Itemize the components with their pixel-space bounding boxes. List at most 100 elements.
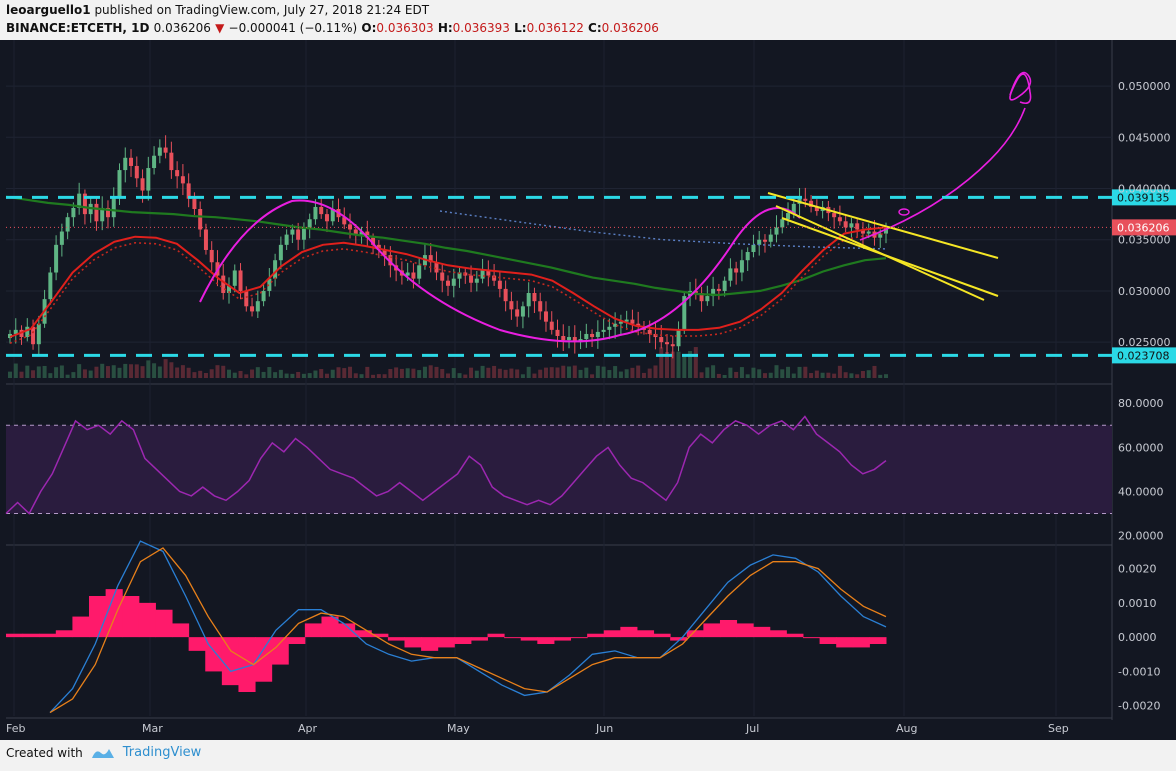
candle-body (705, 296, 710, 302)
candle-body (757, 239, 762, 245)
candle-body (693, 290, 698, 293)
candle-body (77, 193, 82, 208)
sma-line (5, 195, 887, 297)
candle-body (469, 275, 474, 283)
volume-bar (417, 370, 422, 378)
volume-bar (388, 369, 393, 378)
volume-bar (330, 369, 335, 378)
rsi-line (5, 415, 887, 515)
macd-histogram-bar (603, 630, 621, 638)
macd-histogram-bar (371, 633, 389, 638)
candle-body (860, 229, 865, 234)
volume-bar (273, 372, 278, 378)
macd-histogram-bar (753, 626, 771, 638)
last-price-label: 0.036206 (1117, 221, 1170, 234)
volume-bar (405, 368, 410, 378)
volume-bar (198, 370, 203, 378)
volume-bar (169, 362, 174, 378)
candle-body (353, 229, 358, 235)
candle-body (94, 203, 99, 222)
price-pane[interactable] (5, 71, 1112, 379)
macd-tick-label: 0.0000 (1118, 631, 1157, 644)
macd-histogram-bar (221, 637, 239, 686)
candle-body (809, 200, 814, 207)
candle-body (365, 231, 370, 238)
volume-bar (497, 368, 502, 378)
time-axis[interactable]: Feb Mar Apr May Jun Jul Aug Sep (6, 722, 1069, 735)
high-value: 0.036393 (452, 21, 510, 35)
candle-body (618, 321, 623, 324)
rsi-pane[interactable] (5, 415, 1112, 515)
candle-body (446, 280, 450, 286)
candle-body (474, 278, 479, 283)
macd-histogram-bar (122, 596, 140, 638)
volume-bar (728, 367, 733, 378)
level-price-tag (1112, 189, 1176, 206)
candle-body (676, 329, 681, 347)
candle-body (117, 170, 122, 197)
volume-bar (826, 372, 831, 378)
volume-bar (319, 369, 324, 378)
macd-histogram-bar (786, 633, 804, 638)
candle-body (59, 231, 64, 245)
volume-bar (820, 372, 825, 378)
candle-body (762, 239, 767, 242)
candle-body (284, 234, 289, 245)
candle-body (111, 196, 116, 218)
candle-body (791, 203, 796, 214)
macd-tick-label: 0.0010 (1118, 597, 1157, 610)
volume-bar (774, 365, 779, 378)
macd-histogram-bar (686, 630, 704, 638)
volume-bar (543, 367, 548, 378)
candle-body (221, 275, 226, 293)
chart-canvas[interactable]: 0.039135 0.023708 0.036206 0.050000 0.045000… (0, 40, 1176, 740)
macd-histogram-bar (437, 637, 455, 648)
macd-histogram-bar (769, 630, 787, 638)
candle-body (175, 170, 180, 177)
candle-body (509, 301, 514, 310)
candle-body (601, 329, 606, 332)
volume-bar (509, 368, 514, 378)
candle-body (503, 288, 508, 302)
ohlc-line: BINANCE:ETCETH, 1D 0.036206 ▼ −0.000041 … (6, 21, 659, 35)
volume-bar (94, 366, 99, 378)
candle-body (837, 217, 842, 222)
volume-bar (503, 369, 508, 378)
volume-bar (428, 365, 433, 378)
candle-body (584, 333, 589, 340)
volume-bar (376, 374, 381, 378)
volume-bar (705, 367, 710, 378)
author-link[interactable]: leoarguello1 (6, 3, 91, 17)
candle-body (31, 326, 36, 345)
tradingview-link[interactable]: TradingView (122, 745, 202, 760)
volume-bar (780, 369, 785, 378)
channel-line (767, 192, 999, 259)
candle-body (526, 292, 531, 307)
macd-histogram-bar (304, 623, 322, 638)
volume-bar (399, 368, 404, 378)
macd-histogram-bar (852, 637, 870, 648)
volume-bar (469, 367, 474, 378)
volume-bar (860, 371, 865, 378)
price-axis[interactable]: 0.039135 0.023708 0.036206 0.050000 0.045000… (1112, 80, 1176, 713)
macd-pane[interactable] (6, 540, 887, 714)
candle-body (751, 244, 756, 253)
volume-bar (382, 374, 387, 378)
rsi-band-fill (6, 425, 1112, 514)
candle-body (140, 178, 145, 191)
candle-body (163, 147, 168, 153)
candle-body (324, 214, 329, 222)
volume-bar (797, 366, 802, 378)
rsi-tick-label: 20.0000 (1118, 530, 1164, 543)
candle-body (480, 270, 485, 279)
candle-body (82, 193, 87, 215)
volume-bar (71, 372, 76, 378)
candle-body (878, 233, 883, 238)
symbol-label: BINANCE:ETCETH, 1D (6, 21, 150, 35)
macd-line (49, 540, 887, 714)
volume-bar (180, 365, 185, 378)
volume-bar (872, 365, 877, 378)
volume-bar (584, 367, 589, 378)
volume-bar (809, 373, 814, 378)
volume-bar (837, 365, 842, 378)
